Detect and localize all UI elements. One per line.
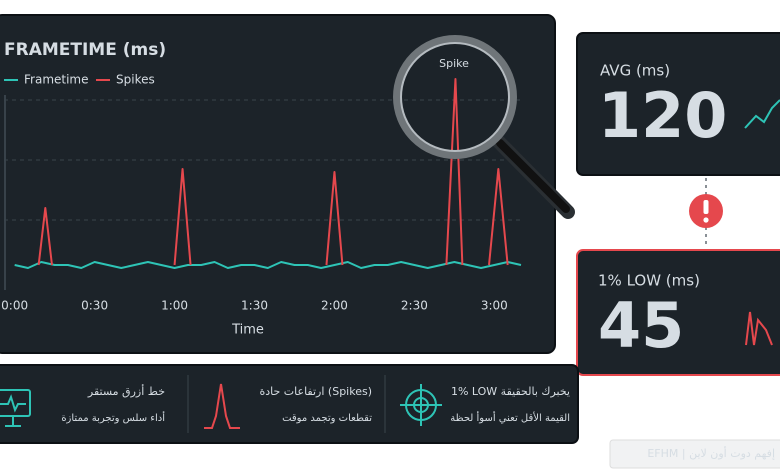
alert-mark	[703, 200, 709, 214]
series-line	[37, 78, 509, 266]
magnifier: Spike	[393, 35, 575, 219]
x-tick-label: 2:00	[321, 299, 348, 313]
legend-label: Spikes	[116, 73, 155, 87]
feature-title: 1% LOW يخبرك بالحقيقة	[451, 385, 570, 398]
feature-subtitle: تقطعات وتجمد موقت	[282, 413, 372, 424]
card-value: 45	[598, 289, 684, 362]
trend-icon	[744, 99, 780, 129]
x-tick-label: 0:00	[1, 299, 28, 313]
x-tick-label: 2:30	[401, 299, 428, 313]
card-title: AVG (ms)	[600, 62, 670, 80]
monitor-icon	[0, 389, 31, 427]
card-value: 120	[598, 79, 727, 152]
legend-label: Frametime	[24, 73, 89, 87]
low-card	[576, 249, 780, 376]
feature-subtitle: أداء سلس وتجربة ممتازة	[61, 411, 165, 424]
feature-title: خط أزرق مستقر	[87, 384, 165, 398]
feature-strip	[0, 364, 579, 444]
card-title: 1% LOW (ms)	[598, 272, 700, 290]
chart-title: FRAMETIME (ms)	[4, 40, 166, 60]
x-tick-label: 1:00	[161, 299, 188, 313]
chart-panel	[0, 14, 556, 354]
feature-title: ارتفاعات حادة (Spikes)	[259, 385, 372, 398]
avg-card	[576, 32, 780, 176]
drop-icon	[745, 311, 773, 346]
footer-box	[609, 439, 780, 469]
footer: EFHM | إفهم دوت أون لاين	[647, 446, 775, 460]
target-icon	[400, 384, 442, 426]
magnifier-label: Spike	[439, 57, 469, 70]
spike-icon	[204, 383, 240, 429]
x-axis-label: Time	[231, 323, 264, 338]
series-line	[14, 261, 522, 269]
feature-subtitle: القيمة الأقل تعني أسوأ لحظة	[450, 411, 570, 424]
x-tick-label: 0:30	[81, 299, 108, 313]
alert-dot	[703, 217, 709, 223]
x-tick-label: 1:30	[241, 299, 268, 313]
x-tick-label: 3:00	[481, 299, 508, 313]
